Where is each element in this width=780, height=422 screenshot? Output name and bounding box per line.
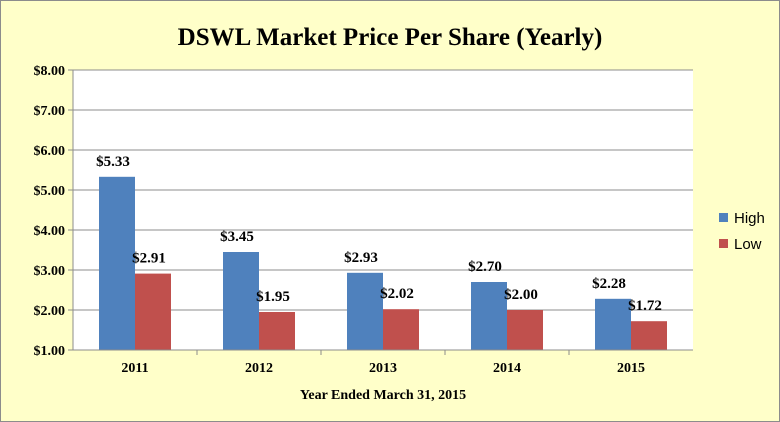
bar-low (631, 321, 667, 350)
x-tick-label: 2012 (245, 361, 273, 376)
legend-swatch-low (719, 239, 728, 248)
bar-high (471, 282, 507, 350)
y-tick-label: $7.00 (34, 104, 66, 119)
data-label: $2.91 (132, 251, 166, 267)
y-tick-label: $6.00 (34, 144, 66, 159)
data-labels: $5.33 $2.91 $3.45 $1.95 $2.93 $2.02 $2.70$2.00… (96, 154, 662, 314)
bar-low (259, 312, 295, 350)
data-label: $1.72 (628, 298, 662, 314)
y-tick-label: $2.00 (34, 304, 66, 319)
legend-swatch-high (719, 213, 728, 222)
y-tick-label: $3.00 (34, 264, 66, 279)
bar-high (595, 298, 631, 350)
data-label: $2.93 (344, 250, 378, 266)
data-label: $5.33 (96, 154, 130, 170)
x-tick-label: 2015 (617, 361, 645, 376)
x-tick-label: 2011 (121, 361, 148, 376)
bar-high (99, 176, 135, 350)
axes: $1.00 $2.00 $3.00 $4.00 $5.00 $6.00 $7.00 $8.00… (34, 64, 693, 376)
legend: High Low (719, 210, 765, 253)
x-tick-label: 2013 (369, 361, 397, 376)
y-tick-label: $5.00 (34, 184, 66, 199)
bar-low (507, 310, 543, 350)
x-axis-title: Year Ended March 31, 2015 (300, 388, 466, 403)
bars (99, 176, 667, 350)
data-label: $2.00 (504, 287, 538, 303)
data-label: $2.28 (592, 276, 626, 292)
chart-title: DSWL Market Price Per Share (Yearly) (178, 24, 603, 51)
data-label: $3.45 (220, 229, 254, 245)
bar-high (347, 272, 383, 350)
data-label: $2.02 (380, 286, 414, 302)
y-tick-label: $4.00 (34, 224, 66, 239)
gridlines (73, 69, 693, 311)
legend-label-low: Low (734, 236, 762, 253)
y-tick-label: $1.00 (34, 344, 66, 359)
bar-low (383, 309, 419, 350)
bar-low (135, 273, 171, 350)
data-label: $1.95 (256, 289, 290, 305)
data-label: $2.70 (468, 259, 502, 275)
bar-high (223, 252, 259, 350)
x-tick-label: 2014 (493, 361, 521, 376)
y-tick-label: $8.00 (34, 64, 66, 79)
legend-label-high: High (734, 210, 765, 227)
